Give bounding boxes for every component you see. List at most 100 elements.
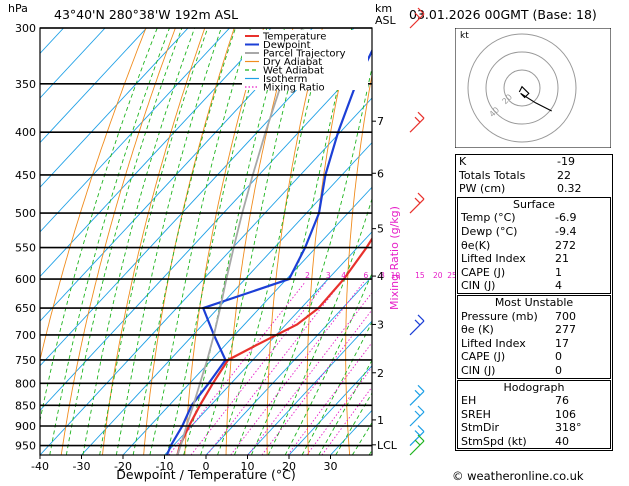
index-value: -19 (557, 155, 575, 168)
mixing-ratio-label: 8 (380, 271, 385, 280)
mixing-ratio-label: 25 (447, 271, 457, 280)
wet-adiabat-line (149, 28, 252, 455)
index-label: CAPE (J) (461, 265, 506, 279)
legend-entry: Temperature (262, 32, 326, 43)
x-tick-label: -20 (114, 460, 132, 473)
km-axis-label: km ASL (375, 2, 397, 27)
hodograph-ring (467, 33, 577, 143)
legend-entry: Parcel Trajectory (263, 49, 346, 60)
index-label: Pressure (mb) (461, 309, 538, 323)
isotherm-line (40, 28, 230, 233)
km-tick-label: 3 (377, 318, 384, 331)
legend-entry: Wet Adiabat (263, 66, 324, 77)
wind-barb (409, 411, 425, 427)
index-value: 40 (555, 434, 569, 448)
mixing-ratio-line (168, 281, 306, 455)
dry-adiabat-line (40, 28, 147, 362)
isotherm-line (40, 28, 189, 188)
isotherm-line (40, 28, 355, 367)
index-label: Totals Totals (459, 168, 526, 182)
mixing-ratio-line (287, 341, 372, 455)
wind-barb (409, 431, 425, 447)
dry-adiabat-line (616, 28, 629, 455)
x-tick-label: -40 (31, 460, 49, 473)
wet-adiabat-line (40, 28, 158, 423)
wind-barb-flag (414, 12, 421, 19)
hpa-axis-label: hPa (8, 2, 28, 15)
location-title: 43°40'N 280°38'W 192m ASL (54, 7, 238, 22)
hodograph-trace (518, 85, 552, 112)
index-value: 22 (557, 168, 571, 182)
index-row: Lifted Index 17 (458, 337, 610, 351)
dry-adiabat-line (60, 28, 176, 455)
index-label: SREH (461, 407, 491, 421)
wind-barb-flag (414, 319, 421, 326)
index-row: CAPE (J) 1 (458, 266, 610, 280)
index-label: θe(K) (461, 238, 491, 252)
index-value: 4 (555, 279, 562, 293)
surface-section: Surface Temp (°C) -6.9 Dewp (°C) -9.4 θe(K) 2… (457, 196, 611, 294)
pressure-tick-label: 750 (15, 354, 36, 367)
index-value: 272 (555, 238, 576, 252)
pressure-tick-label: 550 (15, 242, 36, 255)
pressure-tick-label: 950 (15, 440, 36, 453)
index-label: CIN (J) (461, 363, 496, 377)
index-row: Dewp (°C) -9.4 (458, 225, 610, 239)
index-value: 277 (555, 323, 576, 337)
index-row: K -19 (456, 155, 612, 169)
km-tick-label: 7 (377, 115, 384, 128)
wet-adiabat-line (49, 28, 170, 455)
index-value: 0 (555, 363, 562, 377)
legend-entry: Dry Adiabat (263, 57, 322, 68)
legend-entry: Dewpoint (263, 40, 311, 51)
dry-adiabat-line (306, 28, 353, 455)
wind-barb-flag (414, 197, 421, 204)
index-row: Pressure (mb) 700 (458, 310, 610, 324)
mixing-ratio-line (321, 386, 372, 455)
km-tick-label: 2 (377, 367, 384, 380)
wet-adiabat-line (250, 65, 372, 455)
index-row: SREH 106 (458, 408, 610, 422)
wet-adiabat-line (301, 321, 372, 455)
wind-barb-flag (417, 111, 425, 119)
legend-box (242, 30, 368, 90)
surface-title: Surface (513, 197, 555, 211)
mixing-ratio-label: 2 (305, 271, 310, 280)
dry-adiabat-line (266, 28, 323, 455)
pressure-tick-label: 500 (15, 207, 36, 220)
most-unstable-section: Most Unstable Pressure (mb) 700 θe (K) 277 L… (457, 294, 611, 379)
index-label: EH (461, 394, 477, 408)
x-tick-label: 0 (203, 460, 210, 473)
wind-barb-flag (417, 192, 425, 200)
wet-adiabat-line (335, 392, 372, 455)
mixing-ratio-label: 4 (341, 271, 346, 280)
copyright-text: © weatheronline.co.uk (452, 469, 584, 483)
mixing-ratio-label: 10 (391, 271, 401, 280)
mixing-ratio-label: 15 (415, 271, 425, 280)
pressure-tick-label: 900 (15, 420, 36, 433)
index-row: CAPE (J) 0 (458, 350, 610, 364)
wind-barb (409, 440, 425, 456)
index-value: 17 (555, 336, 569, 350)
isotherm-line (40, 97, 372, 455)
index-label: StmSpd (kt) (461, 434, 527, 448)
index-row: PW (cm) 0.32 (456, 182, 612, 196)
km-tick-label: 5 (377, 223, 384, 236)
wet-adiabat-line (115, 28, 222, 455)
x-tick-label: 30 (324, 460, 338, 473)
index-row: Temp (°C) -6.9 (458, 211, 610, 225)
km-tick-label: LCL (377, 439, 398, 452)
pressure-tick-label: 650 (15, 302, 36, 315)
pressure-tick-label: 800 (15, 377, 36, 390)
index-value: 700 (555, 309, 576, 323)
x-tick-label: 20 (282, 460, 296, 473)
wind-barb (409, 198, 425, 214)
wind-barb-flag (417, 425, 425, 433)
legend-entry: Isotherm (263, 74, 307, 85)
wet-adiabat-line (99, 28, 209, 455)
index-row: EH 76 (458, 394, 610, 408)
index-value: -6.9 (555, 211, 577, 225)
index-value: 0.32 (557, 182, 582, 196)
hodograph-frame (455, 28, 611, 148)
